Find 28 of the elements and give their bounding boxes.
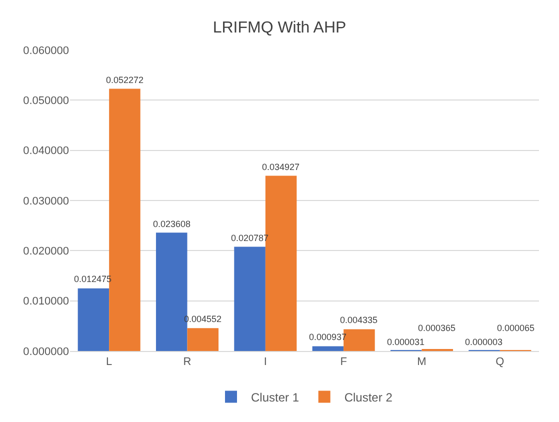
data-label: 0.004335	[340, 315, 378, 325]
data-label: 0.000065	[497, 323, 535, 333]
data-label: 0.034927	[262, 162, 300, 172]
bar	[234, 246, 266, 351]
x-tick-label: R	[183, 356, 192, 368]
x-tick-label: L	[106, 356, 112, 368]
data-label: 0.000031	[387, 337, 425, 347]
data-label: 0.023608	[153, 219, 191, 229]
y-tick-label: 0.040000	[23, 145, 69, 158]
y-tick-label: 0.000000	[23, 346, 69, 358]
y-tick-label: 0.050000	[23, 95, 69, 108]
bar	[187, 328, 219, 351]
chart-title: LRIFMQ With AHP	[212, 19, 346, 36]
x-tick-label: F	[340, 356, 348, 368]
x-tick-label: I	[264, 356, 267, 368]
data-label: 0.052272	[106, 75, 144, 85]
data-label: 0.000365	[418, 323, 456, 333]
x-tick-label: M	[417, 356, 426, 368]
data-label: 0.000003	[465, 337, 503, 347]
legend-label: Cluster 1	[251, 390, 300, 404]
legend-label: Cluster 2	[344, 390, 393, 404]
y-tick-label: 0.020000	[23, 246, 69, 258]
bar	[312, 346, 344, 351]
y-tick-label: 0.010000	[23, 296, 69, 308]
x-tick-label: Q	[496, 356, 505, 368]
y-tick-label: 0.060000	[23, 44, 69, 57]
y-tick-label: 0.030000	[23, 195, 69, 208]
bar	[78, 288, 110, 351]
